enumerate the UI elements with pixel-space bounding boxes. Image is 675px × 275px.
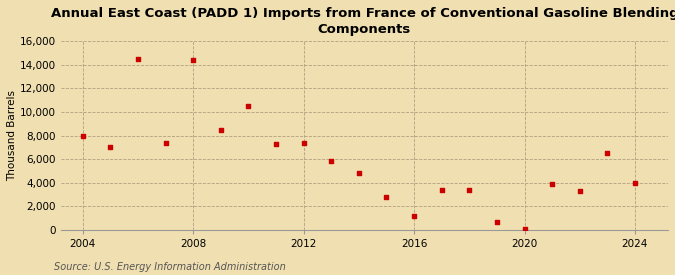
- Point: [271, 142, 281, 146]
- Point: [354, 171, 364, 175]
- Point: [574, 189, 585, 193]
- Point: [298, 141, 309, 145]
- Point: [132, 57, 143, 61]
- Point: [381, 195, 392, 199]
- Point: [160, 141, 171, 145]
- Y-axis label: Thousand Barrels: Thousand Barrels: [7, 90, 17, 181]
- Point: [188, 58, 198, 62]
- Point: [547, 182, 558, 186]
- Point: [78, 134, 88, 138]
- Point: [326, 159, 337, 164]
- Title: Annual East Coast (PADD 1) Imports from France of Conventional Gasoline Blending: Annual East Coast (PADD 1) Imports from …: [51, 7, 675, 36]
- Point: [243, 104, 254, 108]
- Point: [519, 227, 530, 231]
- Point: [464, 188, 475, 192]
- Text: Source: U.S. Energy Information Administration: Source: U.S. Energy Information Administ…: [54, 262, 286, 272]
- Point: [408, 213, 419, 218]
- Point: [602, 151, 613, 155]
- Point: [105, 145, 116, 150]
- Point: [491, 219, 502, 224]
- Point: [436, 188, 447, 192]
- Point: [215, 127, 226, 132]
- Point: [630, 180, 641, 185]
